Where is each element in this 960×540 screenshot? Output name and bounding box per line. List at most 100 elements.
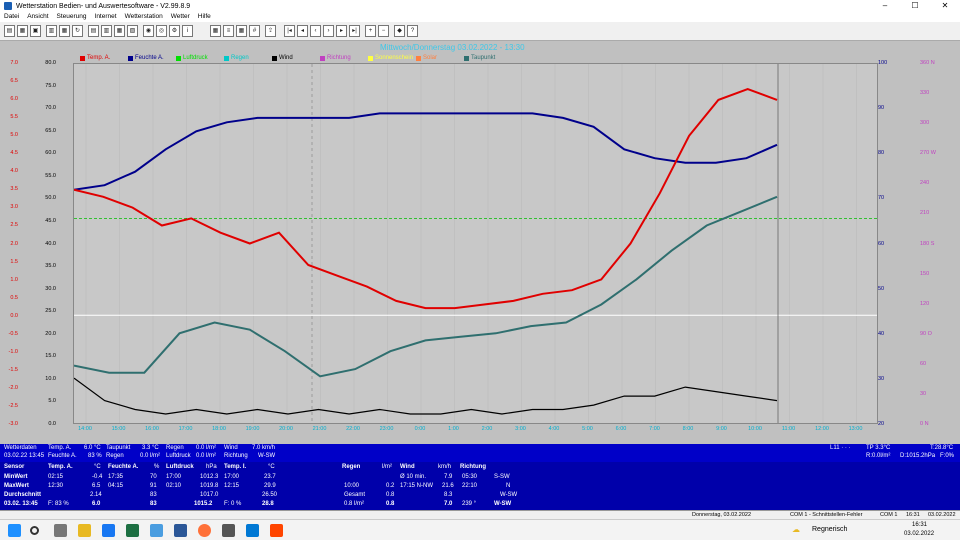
- toolbar-last-icon[interactable]: ▸|: [349, 25, 360, 37]
- wind-r1-time: Ø 10 min.: [400, 474, 427, 480]
- humidity-tick-label: 30: [878, 375, 885, 382]
- toolbar-table2-icon[interactable]: ▦: [210, 25, 221, 37]
- app-icon-5[interactable]: [270, 524, 283, 537]
- toolbar-web-icon[interactable]: ◎: [156, 25, 167, 37]
- wetterdaten-date: 03.02.22 13:45: [4, 453, 45, 459]
- toolbar-info-icon[interactable]: i: [182, 25, 193, 37]
- dewpoint-line: [74, 195, 778, 378]
- wind-tick-label: 5.0: [48, 398, 56, 405]
- toolbar-open-icon[interactable]: ▤: [4, 25, 15, 37]
- toolbar-table-icon[interactable]: ▦: [59, 25, 70, 37]
- legend-label: Wind: [279, 55, 293, 61]
- toolbar-graph1-icon[interactable]: ▤: [88, 25, 99, 37]
- legend-item[interactable]: Luftdruck: [176, 55, 208, 61]
- mail-icon[interactable]: [102, 524, 115, 537]
- taskbar-date[interactable]: 03.02.2022: [904, 531, 935, 537]
- legend-item[interactable]: Taupunkt: [464, 55, 495, 61]
- toolbar-graph4-icon[interactable]: ▧: [127, 25, 138, 37]
- menu-ansicht[interactable]: Ansicht: [27, 13, 49, 20]
- toolbar-export-icon[interactable]: ⇪: [265, 25, 276, 37]
- toolbar-back-icon[interactable]: ‹: [310, 25, 321, 37]
- plot-area[interactable]: [73, 63, 878, 424]
- x-tick-label: 10:00: [748, 426, 762, 432]
- wind-tick-label: 35.0: [45, 263, 56, 270]
- regen2-value: 0.0 l/m²: [196, 445, 217, 451]
- legend-item[interactable]: Wind: [272, 55, 293, 61]
- start-icon[interactable]: [8, 524, 21, 537]
- menu-wetterstation[interactable]: Wetterstation: [124, 13, 163, 20]
- minimize-button[interactable]: –: [882, 1, 888, 10]
- wind-tick-label: 20.0: [45, 330, 56, 337]
- toolbar-list-icon[interactable]: ≡: [223, 25, 234, 37]
- legend-item[interactable]: Richtung: [320, 55, 351, 61]
- toolbar-calendar-icon[interactable]: ▦: [236, 25, 247, 37]
- wind-tick-label: 50.0: [45, 195, 56, 202]
- toolbar-graph2-icon[interactable]: ▥: [101, 25, 112, 37]
- wind-line: [74, 377, 778, 415]
- sensor-label: Sensor: [4, 464, 25, 470]
- tempi-min: 23.7: [264, 474, 276, 480]
- menu-internet[interactable]: Internet: [94, 13, 117, 20]
- humidity-tick-label: 60: [878, 240, 885, 247]
- toolbar-print-icon[interactable]: ▣: [30, 25, 41, 37]
- toolbar-camera-icon[interactable]: ◉: [143, 25, 154, 37]
- hum-min-time: 17:35: [108, 474, 124, 480]
- legend-item[interactable]: Regen: [224, 55, 249, 61]
- menu-wetter[interactable]: Wetter: [170, 13, 190, 20]
- app-icon-3[interactable]: [174, 524, 187, 537]
- toolbar-marker-icon[interactable]: ◆: [394, 25, 405, 37]
- weather-icon: ☁: [792, 525, 800, 534]
- maximize-button[interactable]: ☐: [911, 1, 919, 10]
- temp-tick-label: 0.0: [10, 312, 18, 319]
- toolbar-prev-icon[interactable]: ◂: [297, 25, 308, 37]
- x-tick-label: 19:00: [245, 426, 260, 432]
- toolbar-save-icon[interactable]: ▦: [17, 25, 28, 37]
- taskbar-weather[interactable]: Regnerisch: [812, 526, 848, 533]
- legend-label: Temp. A.: [87, 55, 111, 61]
- menu-datei[interactable]: Datei: [4, 13, 20, 20]
- toolbar-first-icon[interactable]: |◂: [284, 25, 295, 37]
- taskbar-time[interactable]: 16:31: [912, 522, 928, 528]
- weather-app-icon[interactable]: [246, 524, 259, 537]
- toolbar-chart-icon[interactable]: ▥: [46, 25, 57, 37]
- toolbar-zoomout-icon[interactable]: −: [378, 25, 389, 37]
- wind-tick-label: 75.0: [45, 82, 56, 89]
- app-icon-2[interactable]: [150, 524, 163, 537]
- search-icon[interactable]: [30, 526, 39, 535]
- feuchte-a-value: 83 %: [88, 453, 102, 459]
- toolbar-next-icon[interactable]: ▸: [336, 25, 347, 37]
- wind-label: Wind: [224, 445, 238, 451]
- legend-item[interactable]: Sonnenschein: [368, 55, 413, 61]
- hum-header: Feuchte A.: [108, 464, 139, 470]
- file-explorer-icon[interactable]: [78, 524, 91, 537]
- close-button[interactable]: ✕: [941, 1, 949, 10]
- feuchte-a-label: Feuchte A.: [48, 453, 77, 459]
- toolbar-grid-icon[interactable]: #: [249, 25, 260, 37]
- temp-tick-label: 1.0: [10, 276, 18, 283]
- toolbar-graph3-icon[interactable]: ▦: [114, 25, 125, 37]
- x-tick-label: 18:00: [212, 426, 226, 432]
- press-min: 1012.3: [200, 474, 219, 480]
- toolbar-help-icon[interactable]: ?: [407, 25, 418, 37]
- toolbar-forward-icon[interactable]: ›: [323, 25, 334, 37]
- toolbar-zoomin-icon[interactable]: +: [365, 25, 376, 37]
- humidity-tick-label: 40: [878, 330, 885, 337]
- menu-hilfe[interactable]: Hilfe: [197, 13, 211, 20]
- app-icon-4[interactable]: [222, 524, 235, 537]
- firefox-icon[interactable]: [198, 524, 211, 537]
- status-time: 16:31: [906, 512, 920, 518]
- legend-item[interactable]: Temp. A.: [80, 55, 110, 61]
- rain-unit: l/m²: [382, 464, 392, 470]
- toolbar-refresh-icon[interactable]: ↻: [72, 25, 83, 37]
- menu-steuerung[interactable]: Steuerung: [56, 13, 87, 20]
- task-view-icon[interactable]: [54, 524, 67, 537]
- excel-icon[interactable]: [126, 524, 139, 537]
- legend-item[interactable]: Feuchte A.: [128, 55, 164, 61]
- x-tick-label: 8:00: [682, 426, 694, 432]
- temp-a-value: 6.0 °C: [84, 445, 101, 451]
- legend-item[interactable]: Solar: [416, 55, 437, 61]
- wind-tick-label: 30.0: [45, 285, 56, 292]
- x-tick-label: 6:00: [615, 426, 627, 432]
- press-header: Luftdruck: [166, 464, 194, 470]
- toolbar-settings-icon[interactable]: ⚙: [169, 25, 180, 37]
